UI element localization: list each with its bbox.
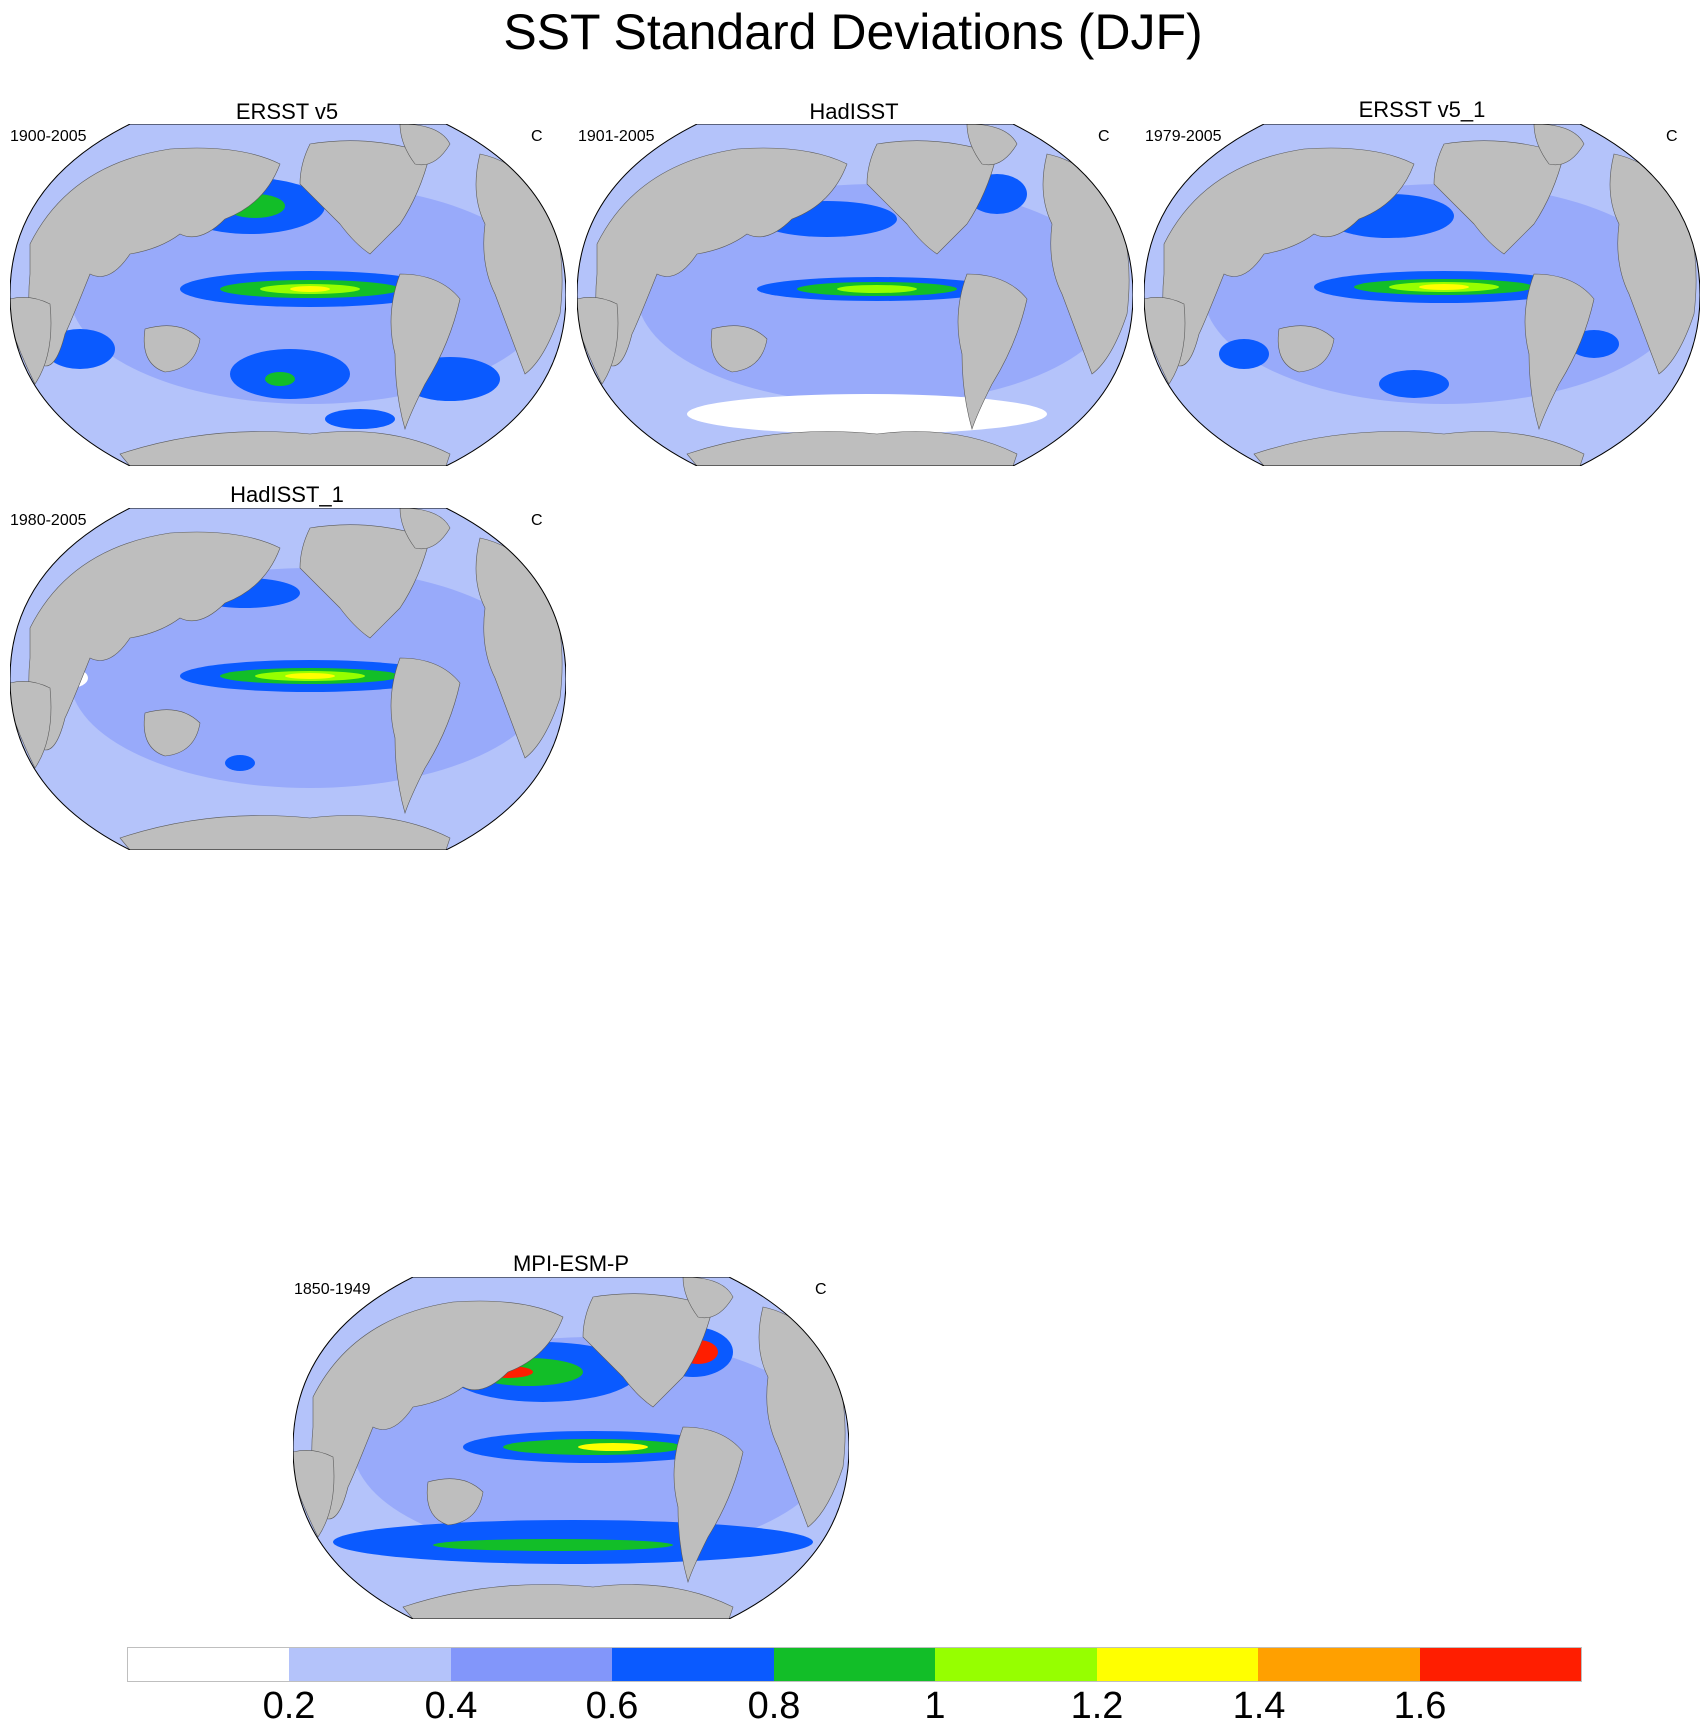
panel-title: MPI-ESM-P [512,1251,630,1276]
land-mass [1162,147,1415,367]
map-content [10,124,566,466]
panel-units: C [1098,128,1110,145]
land-mass [143,709,201,757]
land-mass [390,273,461,431]
map-outline [293,1277,849,1619]
panel-period: 1850-1949 [294,1281,371,1298]
sst-contour [285,673,335,679]
map-content [293,1277,849,1619]
sst-contour [1219,339,1269,369]
land-mass [595,147,848,367]
land-mass [957,273,1028,431]
figure-title: SST Standard Deviations (DJF) [503,4,1203,60]
sst-contour [325,409,395,429]
colorbar-label: 1 [924,1685,946,1727]
colorbar-label: 1.6 [1393,1685,1447,1727]
land-mass [1524,273,1595,431]
map-content [10,508,566,850]
land-mass [1277,325,1335,373]
map-outline [577,124,1133,466]
land-mass [426,1478,484,1526]
land-mass [399,124,451,166]
panel-units: C [531,512,543,529]
sst-contour [1379,370,1449,398]
land-mass [28,531,281,751]
sst-contour [687,394,1047,434]
colorbar-box [289,1648,451,1681]
land-mass [28,147,281,367]
map-panel [293,1277,849,1619]
colorbar [127,1647,1582,1682]
sst-contour [265,372,295,386]
colorbar-box [1096,1648,1259,1681]
land-mass [390,657,461,815]
colorbar-label: 0.2 [262,1685,316,1727]
colorbar-box [935,1648,1097,1681]
map-panel [10,124,566,466]
colorbar-label: 1.2 [1070,1685,1124,1727]
sst-contour [1419,284,1469,290]
map-panel [1144,124,1700,466]
map-outline [1144,124,1700,466]
colorbar-label: 0.4 [424,1685,478,1727]
colorbar-label: 0.6 [585,1685,639,1727]
land-mass [119,431,451,466]
colorbar-box [1419,1648,1581,1681]
map-content [577,124,1133,466]
land-mass [966,124,1018,166]
land-mass [710,325,768,373]
panel-period: 1900-2005 [10,128,87,145]
sst-contour [837,285,917,293]
colorbar-box [773,1648,936,1681]
map-panel [577,124,1133,466]
land-mass [399,508,451,550]
land-mass [577,297,619,385]
sst-contour [225,755,255,771]
land-mass [402,1584,734,1619]
land-mass [1144,297,1186,385]
land-mass [143,325,201,373]
colorbar-box [612,1648,774,1681]
land-mass [673,1426,744,1584]
panel-units: C [815,1281,827,1298]
land-mass [311,1300,564,1520]
panel-units: C [531,128,543,145]
panel-title: ERSST v5 [235,99,339,124]
land-mass [10,297,52,385]
map-content [1144,124,1700,466]
land-mass [1253,431,1585,466]
land-mass [682,1277,734,1319]
panel-title: ERSST v5_1 [1358,97,1486,122]
sst-contour [433,1539,673,1551]
map-outline [10,508,566,850]
colorbar-box [128,1648,290,1681]
land-mass [119,815,451,850]
colorbar-label: 1.4 [1232,1685,1286,1727]
panel-period: 1979-2005 [1145,128,1222,145]
colorbar-label: 0.8 [747,1685,801,1727]
panel-title: HadISST [809,99,899,124]
colorbar-box [450,1648,613,1681]
panel-title: HadISST_1 [230,482,344,507]
land-mass [1533,124,1585,166]
map-outline [10,124,566,466]
panel-units: C [1666,128,1678,145]
sst-contour [290,286,330,292]
map-panel [10,508,566,850]
land-mass [10,681,52,769]
panel-period: 1901-2005 [578,128,655,145]
sst-contour [578,1443,648,1451]
colorbar-box [1258,1648,1420,1681]
panel-period: 1980-2005 [10,512,87,529]
land-mass [293,1450,335,1538]
land-mass [686,431,1018,466]
